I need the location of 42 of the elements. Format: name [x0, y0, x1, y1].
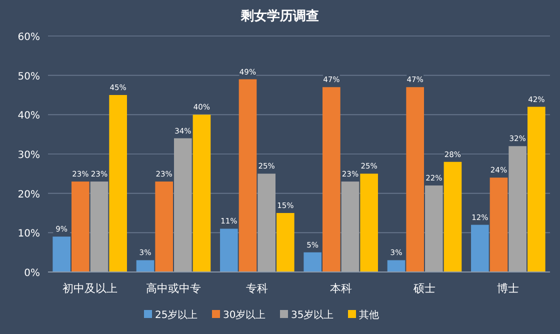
y-tick-label: 30%: [18, 150, 40, 161]
bar: [52, 236, 71, 272]
legend-label: 30岁以上: [223, 309, 266, 321]
legend-label: 25岁以上: [155, 309, 198, 321]
bar: [90, 182, 108, 272]
bar: [174, 138, 192, 272]
bar: [471, 224, 489, 272]
bar: [490, 178, 508, 272]
x-tick-label: 初中及以上: [62, 282, 118, 295]
bar: [136, 260, 154, 272]
bar: [322, 87, 340, 272]
bar: [425, 185, 443, 272]
y-tick-label: 20%: [18, 189, 40, 200]
bar: [527, 106, 546, 272]
x-tick-label: 本科: [330, 282, 352, 295]
bar: [304, 252, 322, 272]
bar: [508, 146, 526, 272]
x-tick-label: 专科: [246, 282, 268, 295]
x-tick-label: 博士: [497, 282, 520, 295]
y-tick-label: 60%: [18, 32, 40, 43]
y-tick-label: 40%: [18, 110, 40, 122]
bar: [444, 162, 462, 272]
bar: [238, 79, 257, 272]
legend-label: 其他: [359, 309, 379, 321]
bar: [220, 228, 238, 272]
bar: [387, 260, 406, 272]
legend-label: 35岁以上: [291, 309, 334, 321]
chart-title: 剩女学历调查: [240, 9, 319, 24]
bar: [72, 182, 90, 272]
bar: [192, 114, 211, 272]
bar: [341, 182, 360, 272]
bar: [276, 213, 294, 272]
y-tick-label: 0%: [24, 268, 40, 279]
y-tick-label: 10%: [18, 228, 40, 240]
bar: [360, 174, 378, 272]
bar: [155, 182, 173, 272]
bar: [406, 87, 424, 272]
x-tick-label: 高中或中专: [146, 282, 201, 295]
x-tick-label: 硕士: [412, 282, 436, 295]
bar: [109, 95, 127, 272]
y-tick-label: 50%: [18, 71, 40, 82]
bar: [258, 174, 276, 272]
